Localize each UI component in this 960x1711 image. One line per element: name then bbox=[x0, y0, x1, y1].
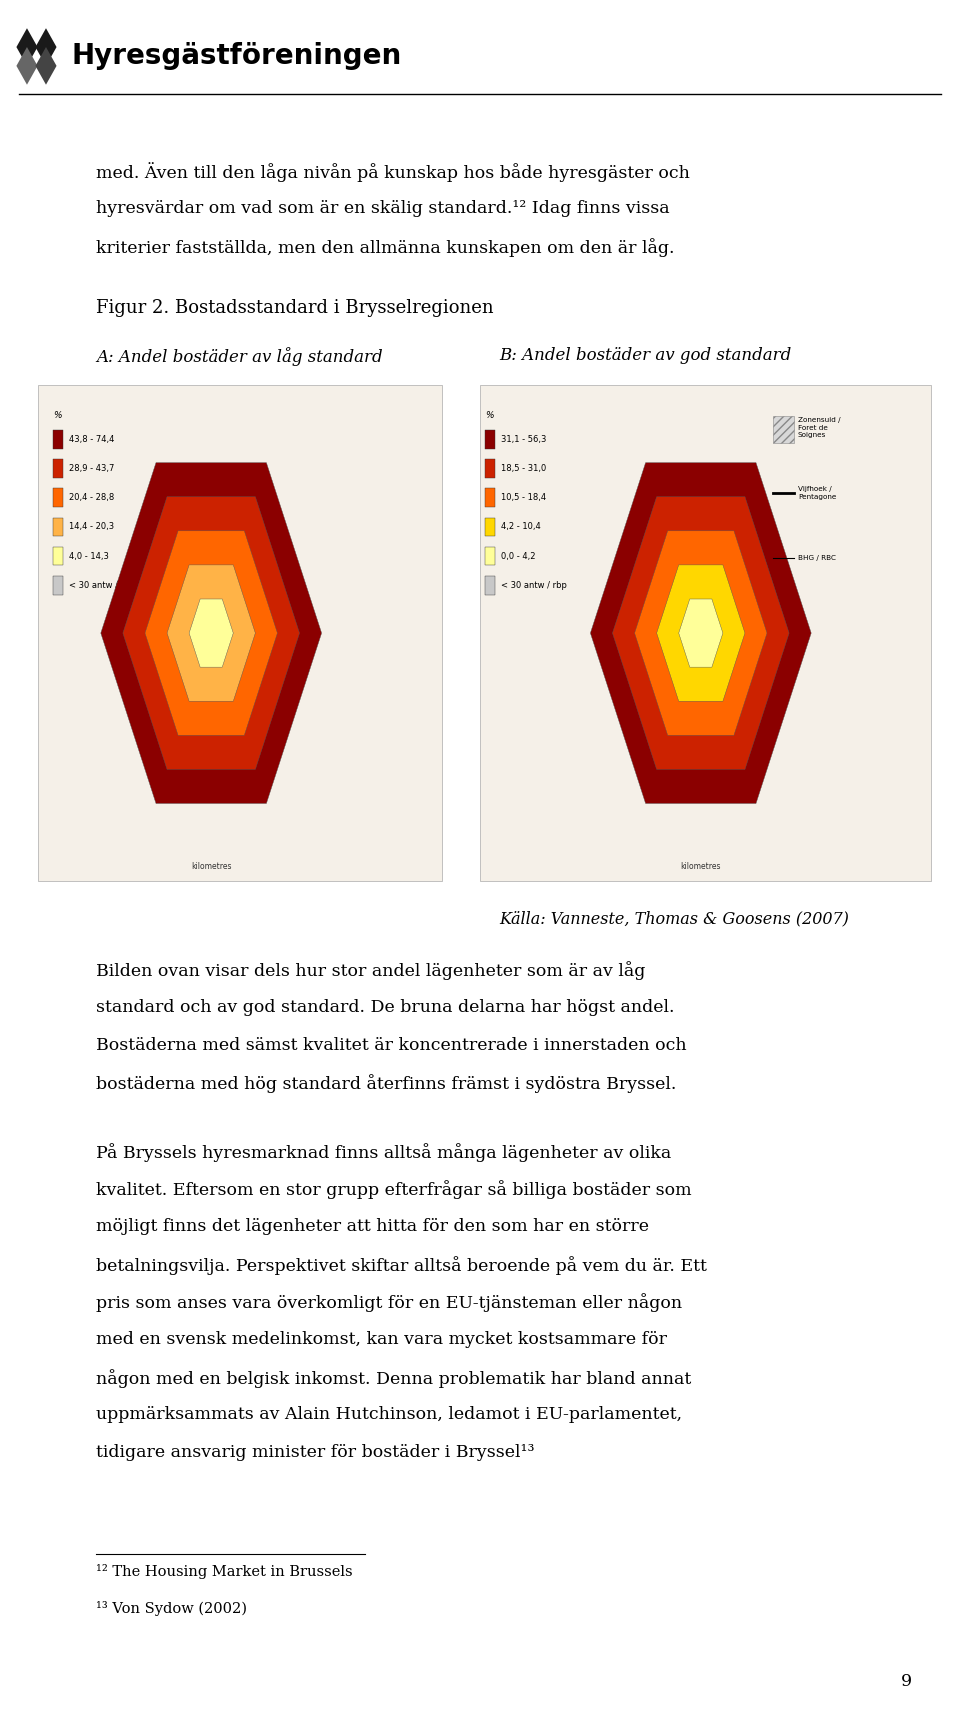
Text: 31,1 - 56,3: 31,1 - 56,3 bbox=[501, 435, 546, 445]
Text: < 30 antw / rbp: < 30 antw / rbp bbox=[69, 580, 135, 590]
FancyBboxPatch shape bbox=[485, 548, 495, 565]
Polygon shape bbox=[16, 29, 37, 67]
FancyBboxPatch shape bbox=[53, 459, 63, 479]
FancyBboxPatch shape bbox=[485, 575, 495, 594]
Polygon shape bbox=[612, 496, 789, 770]
Polygon shape bbox=[145, 530, 277, 736]
Text: Bilden ovan visar dels hur stor andel lägenheter som är av låg: Bilden ovan visar dels hur stor andel lä… bbox=[96, 962, 645, 980]
Polygon shape bbox=[167, 565, 255, 702]
Text: med. Även till den låga nivån på kunskap hos både hyresgäster och: med. Även till den låga nivån på kunskap… bbox=[96, 163, 690, 183]
Text: 10,5 - 18,4: 10,5 - 18,4 bbox=[501, 493, 546, 503]
Text: BHG / RBC: BHG / RBC bbox=[798, 554, 836, 561]
Text: %: % bbox=[53, 411, 61, 419]
Text: Vijfhoek /
Pentagone: Vijfhoek / Pentagone bbox=[798, 486, 836, 500]
Text: 4,2 - 10,4: 4,2 - 10,4 bbox=[501, 522, 540, 532]
Polygon shape bbox=[679, 599, 723, 667]
FancyBboxPatch shape bbox=[773, 416, 794, 443]
FancyBboxPatch shape bbox=[485, 459, 495, 479]
Text: Hyresgästföreningen: Hyresgästföreningen bbox=[72, 43, 402, 70]
Polygon shape bbox=[16, 48, 37, 86]
Text: B: Andel bostäder av god standard: B: Andel bostäder av god standard bbox=[499, 347, 791, 364]
FancyBboxPatch shape bbox=[53, 575, 63, 594]
Text: ¹² The Housing Market in Brussels: ¹² The Housing Market in Brussels bbox=[96, 1564, 352, 1579]
Text: 28,9 - 43,7: 28,9 - 43,7 bbox=[69, 464, 114, 474]
Polygon shape bbox=[635, 530, 767, 736]
Text: 9: 9 bbox=[900, 1673, 912, 1690]
Text: 20,4 - 28,8: 20,4 - 28,8 bbox=[69, 493, 114, 503]
Polygon shape bbox=[36, 29, 57, 67]
Polygon shape bbox=[657, 565, 745, 702]
Text: < 30 antw / rbp: < 30 antw / rbp bbox=[501, 580, 567, 590]
Text: kriterier fastställda, men den allmänna kunskapen om den är låg.: kriterier fastställda, men den allmänna … bbox=[96, 238, 675, 257]
Polygon shape bbox=[189, 599, 233, 667]
FancyBboxPatch shape bbox=[485, 489, 495, 508]
FancyBboxPatch shape bbox=[485, 517, 495, 537]
Text: uppmärksammats av Alain Hutchinson, ledamot i EU-parlamentet,: uppmärksammats av Alain Hutchinson, leda… bbox=[96, 1406, 683, 1424]
Text: möjligt finns det lägenheter att hitta för den som har en större: möjligt finns det lägenheter att hitta f… bbox=[96, 1218, 649, 1235]
Polygon shape bbox=[590, 462, 811, 804]
Text: Figur 2. Bostadsstandard i Brysselregionen: Figur 2. Bostadsstandard i Brysselregion… bbox=[96, 299, 493, 318]
FancyBboxPatch shape bbox=[53, 489, 63, 508]
Text: Källa: Vanneste, Thomas & Goosens (2007): Källa: Vanneste, Thomas & Goosens (2007) bbox=[499, 910, 849, 927]
Text: någon med en belgisk inkomst. Denna problematik har bland annat: någon med en belgisk inkomst. Denna prob… bbox=[96, 1369, 691, 1388]
Text: Zonensuid /
Foret de
Soignes: Zonensuid / Foret de Soignes bbox=[798, 417, 840, 438]
Text: 18,5 - 31,0: 18,5 - 31,0 bbox=[501, 464, 546, 474]
Text: %: % bbox=[485, 411, 493, 419]
Text: På Bryssels hyresmarknad finns alltså många lägenheter av olika: På Bryssels hyresmarknad finns alltså må… bbox=[96, 1143, 671, 1162]
Text: bostäderna med hög standard återfinns främst i sydöstra Bryssel.: bostäderna med hög standard återfinns fr… bbox=[96, 1075, 677, 1093]
Polygon shape bbox=[123, 496, 300, 770]
FancyBboxPatch shape bbox=[485, 429, 495, 448]
Text: pris som anses vara överkomligt för en EU-tjänsteman eller någon: pris som anses vara överkomligt för en E… bbox=[96, 1294, 683, 1312]
FancyBboxPatch shape bbox=[53, 548, 63, 565]
Text: kvalitet. Eftersom en stor grupp efterfrågar så billiga bostäder som: kvalitet. Eftersom en stor grupp efterfr… bbox=[96, 1181, 691, 1199]
Text: A: Andel bostäder av låg standard: A: Andel bostäder av låg standard bbox=[96, 347, 383, 366]
FancyBboxPatch shape bbox=[53, 517, 63, 537]
Text: hyresvärdar om vad som är en skälig standard.¹² Idag finns vissa: hyresvärdar om vad som är en skälig stan… bbox=[96, 200, 670, 217]
Polygon shape bbox=[36, 48, 57, 86]
Text: Bostäderna med sämst kvalitet är koncentrerade i innerstaden och: Bostäderna med sämst kvalitet är koncent… bbox=[96, 1037, 686, 1054]
FancyBboxPatch shape bbox=[38, 385, 442, 881]
Text: 4,0 - 14,3: 4,0 - 14,3 bbox=[69, 551, 109, 561]
Text: 14,4 - 20,3: 14,4 - 20,3 bbox=[69, 522, 114, 532]
FancyBboxPatch shape bbox=[480, 385, 931, 881]
FancyBboxPatch shape bbox=[53, 429, 63, 448]
Text: 43,8 - 74,4: 43,8 - 74,4 bbox=[69, 435, 114, 445]
Polygon shape bbox=[101, 462, 322, 804]
Text: betalningsvilja. Perspektivet skiftar alltså beroende på vem du är. Ett: betalningsvilja. Perspektivet skiftar al… bbox=[96, 1256, 707, 1275]
Text: ¹³ Von Sydow (2002): ¹³ Von Sydow (2002) bbox=[96, 1601, 247, 1617]
Text: standard och av god standard. De bruna delarna har högst andel.: standard och av god standard. De bruna d… bbox=[96, 999, 675, 1016]
Text: tidigare ansvarig minister för bostäder i Bryssel¹³: tidigare ansvarig minister för bostäder … bbox=[96, 1444, 535, 1461]
Text: med en svensk medelinkomst, kan vara mycket kostsammare för: med en svensk medelinkomst, kan vara myc… bbox=[96, 1331, 667, 1348]
Text: 0,0 - 4,2: 0,0 - 4,2 bbox=[501, 551, 536, 561]
Text: kilometres: kilometres bbox=[681, 862, 721, 871]
Text: kilometres: kilometres bbox=[191, 862, 231, 871]
